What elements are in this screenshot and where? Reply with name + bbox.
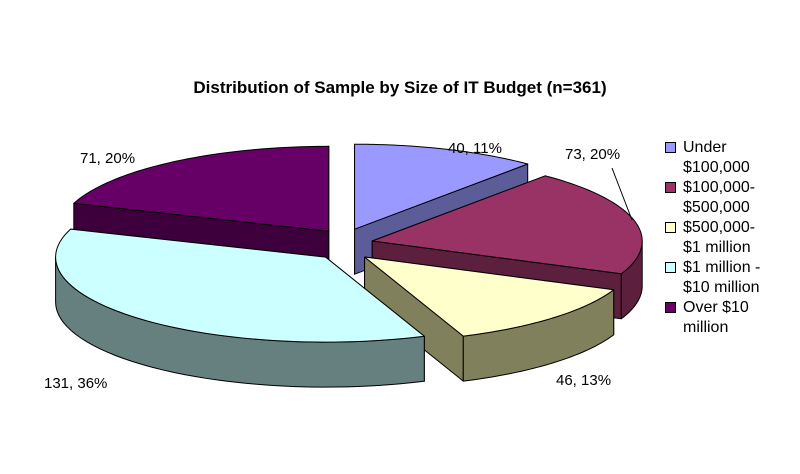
legend-item-2: $500,000- $1 million — [663, 218, 800, 258]
legend-item-1: $100,000- $500,000 — [663, 178, 800, 218]
legend-swatch — [665, 182, 676, 193]
legend-label: $10 million — [683, 279, 760, 296]
legend-label: Under — [683, 139, 727, 156]
slice-4-top — [73, 145, 330, 232]
legend-item-0: Under $100,000 — [663, 138, 800, 178]
chart-title: Distribution of Sample by Size of IT Bud… — [193, 78, 607, 97]
legend-label: million — [683, 319, 729, 336]
legend-label: $100,000 — [683, 159, 750, 176]
data-label-2: 46, 13% — [556, 372, 612, 389]
slice-3-top — [55, 228, 425, 343]
leader-line — [611, 167, 633, 221]
data-label-0: 40, 11% — [448, 140, 502, 157]
legend-label: Over $10 — [683, 299, 749, 316]
data-label-1: 73, 20% — [565, 146, 621, 163]
legend-label: $1 million — [683, 239, 751, 256]
legend-label: $500,000 — [683, 199, 750, 216]
slice-1-top — [371, 175, 643, 275]
legend-label: $500,000- — [683, 219, 756, 236]
legend-item-4: Over $10 million — [663, 298, 800, 338]
slice-0-top — [354, 143, 529, 230]
slice-2-top — [364, 256, 615, 337]
legend-swatch — [665, 302, 676, 313]
legend-label: $100,000- — [683, 179, 756, 196]
legend-swatch — [665, 222, 676, 233]
legend-item-3: $1 million - $10 million — [663, 258, 800, 298]
legend-swatch — [665, 262, 676, 273]
legend-swatch — [665, 142, 676, 153]
data-label-4: 71, 20% — [80, 150, 136, 167]
legend-label: $1 million - — [683, 259, 761, 276]
legend: Under $100,000 $100,000- $500,000 $500,000- $… — [663, 138, 800, 338]
data-label-3: 131, 36% — [44, 375, 108, 392]
